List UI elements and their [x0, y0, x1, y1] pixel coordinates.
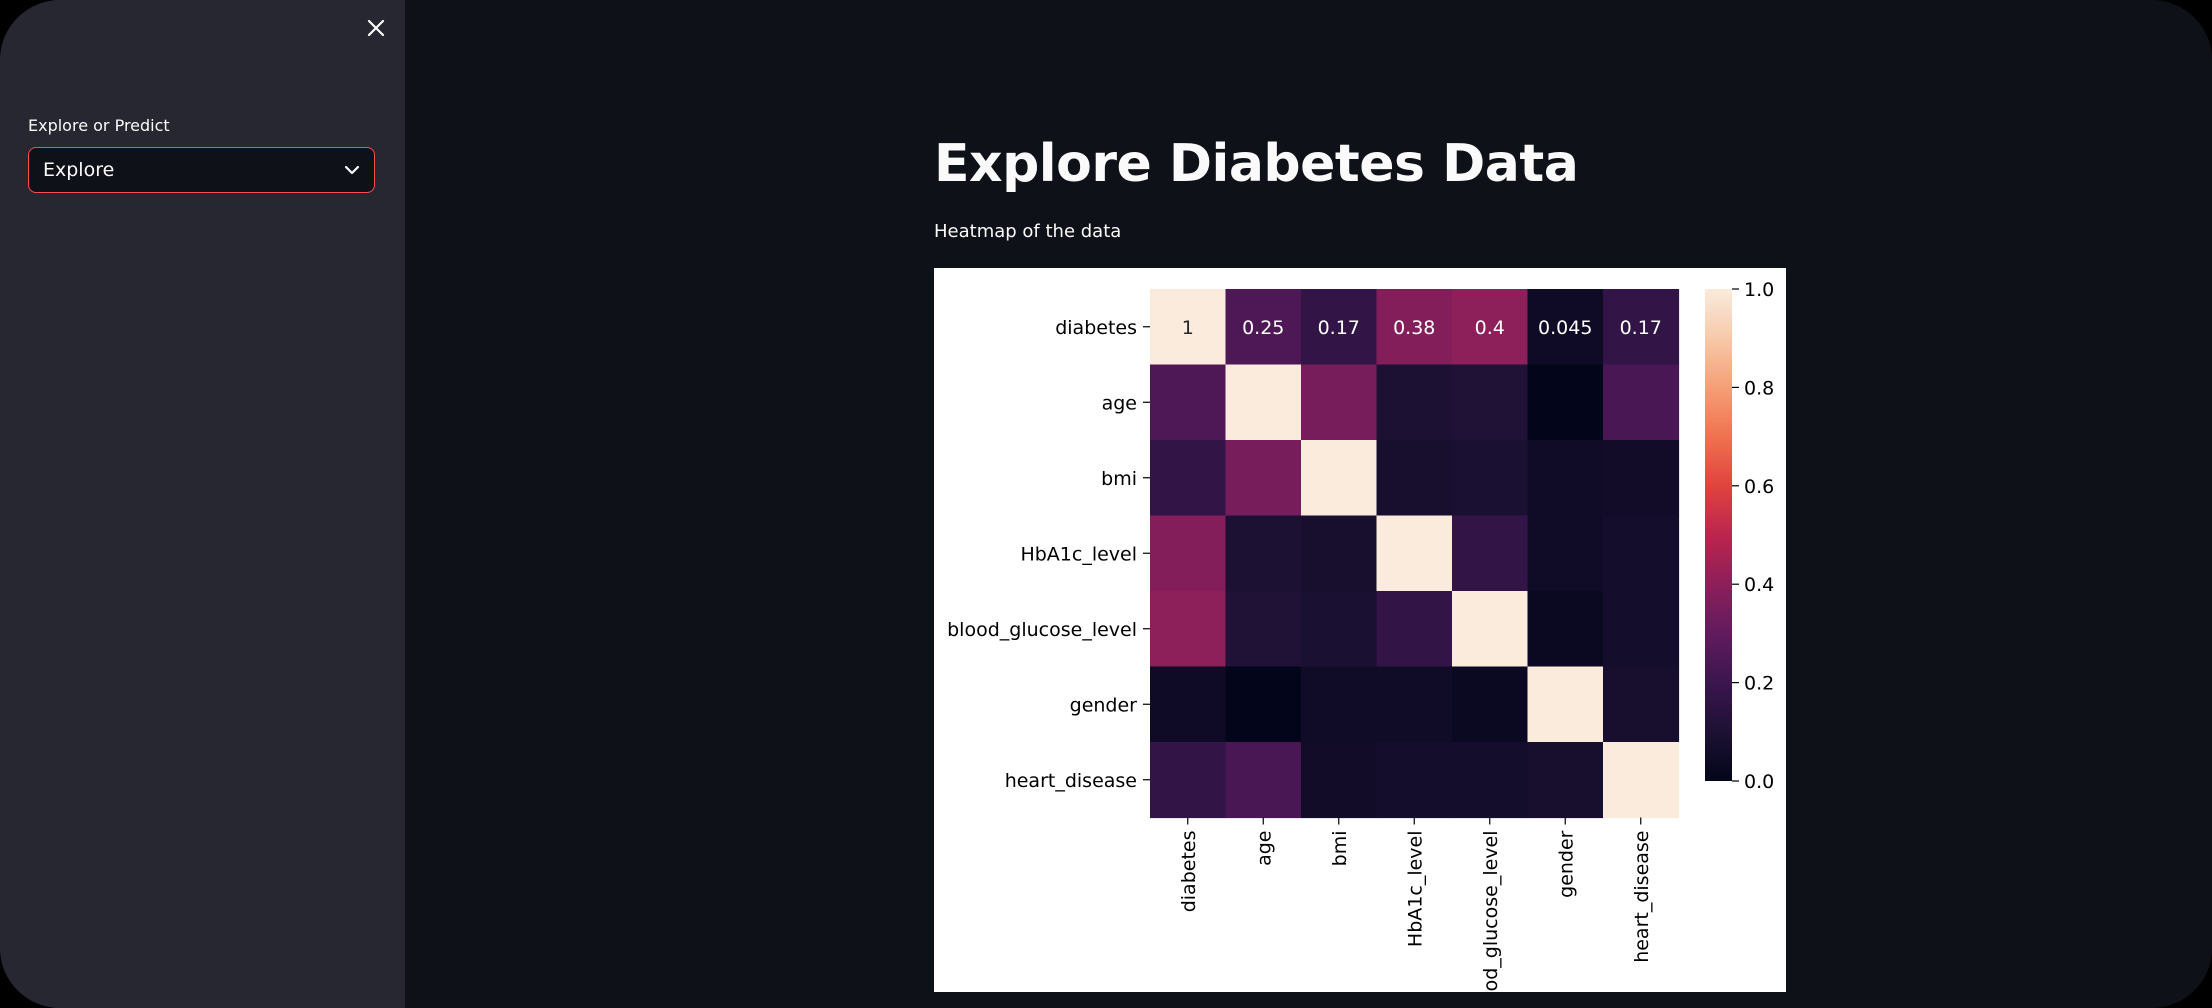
colorbar-tick-label: 0.0: [1744, 771, 1774, 793]
heatmap-cell: [1603, 591, 1680, 668]
chevron-down-icon: [344, 165, 360, 175]
heatmap-cell: [1376, 289, 1453, 366]
heatmap-cell: [1603, 364, 1680, 441]
y-tick-label: diabetes: [1055, 317, 1137, 339]
heatmap-cell: [1603, 666, 1680, 743]
heatmap-cell: [1376, 591, 1453, 668]
heatmap-cell: [1301, 364, 1378, 441]
heatmap-cell: [1225, 515, 1302, 592]
heatmap-cell: [1527, 515, 1604, 592]
heatmap-cell: [1301, 289, 1378, 366]
heatmap-cell: [1150, 666, 1227, 743]
heatmap-cell: [1452, 289, 1529, 366]
select-value: Explore: [43, 159, 115, 181]
cell-annotation: 0.38: [1393, 317, 1435, 339]
heatmap-cell: [1527, 440, 1604, 517]
heatmap-cell: [1527, 364, 1604, 441]
main-content: Explore Diabetes Data Heatmap of the dat…: [405, 0, 2212, 1008]
heatmap-cell: [1225, 440, 1302, 517]
heatmap-cell: [1225, 742, 1302, 819]
colorbar: [1705, 289, 1732, 781]
heatmap-chart: 1 0.25 0.17 0.38 0.4 0.045 0.17 diabetes age bmi H…: [947, 279, 1774, 993]
heatmap-cell: [1603, 515, 1680, 592]
explore-predict-select[interactable]: Explore: [28, 147, 375, 193]
x-tick-label: HbA1c_level: [1404, 831, 1426, 948]
heatmap-cell: [1452, 440, 1529, 517]
heatmap-cell: [1527, 591, 1604, 668]
heatmap-cell: [1527, 666, 1604, 743]
heatmap-cell: [1150, 591, 1227, 668]
heatmap-cell: [1452, 742, 1529, 819]
cell-annotation: 0.25: [1242, 317, 1284, 339]
close-icon: [367, 19, 385, 37]
x-tick-label: bmi: [1329, 831, 1351, 867]
heatmap-cell: [1225, 591, 1302, 668]
y-tick-label: age: [1102, 392, 1137, 414]
select-label: Explore or Predict: [28, 116, 170, 135]
heatmap-cell: [1376, 515, 1453, 592]
heatmap-cell: [1301, 591, 1378, 668]
heatmap-cell: [1225, 289, 1302, 366]
colorbar-tick-label: 0.6: [1744, 476, 1774, 498]
heatmap-cell: [1150, 515, 1227, 592]
heatmap-figure: 1 0.25 0.17 0.38 0.4 0.045 0.17 diabetes age bmi H…: [934, 268, 1786, 992]
heatmap-cell: [1452, 666, 1529, 743]
page-subtitle: Heatmap of the data: [934, 221, 1122, 242]
heatmap-cell: [1452, 515, 1529, 592]
heatmap-cell: [1376, 666, 1453, 743]
heatmap-cell: [1150, 364, 1227, 441]
cell-annotation: 0.4: [1475, 317, 1505, 339]
cell-annotation: 1: [1182, 317, 1194, 339]
heatmap-cell: [1376, 440, 1453, 517]
heatmap-cell: [1603, 289, 1680, 366]
x-tick-label: heart_disease: [1631, 831, 1653, 963]
heatmap-cell: [1452, 364, 1529, 441]
heatmap-cell: [1150, 440, 1227, 517]
y-tick-label: gender: [1070, 694, 1138, 716]
colorbar-tick-label: 1.0: [1744, 279, 1774, 301]
cell-annotation: 0.17: [1318, 317, 1360, 339]
cell-annotation: 0.17: [1620, 317, 1662, 339]
heatmap-cell: [1603, 742, 1680, 819]
x-tick-label: blood_glucose_level: [1480, 831, 1502, 993]
heatmap-cell: [1301, 515, 1378, 592]
heatmap-cell: [1301, 666, 1378, 743]
sidebar: Explore or Predict Explore: [0, 0, 405, 1008]
x-tick-label: age: [1253, 831, 1275, 866]
heatmap-cell: [1527, 742, 1604, 819]
heatmap-cell: [1225, 666, 1302, 743]
y-tick-label: heart_disease: [1005, 770, 1137, 792]
y-tick-label: bmi: [1101, 468, 1137, 490]
colorbar-tick-label: 0.2: [1744, 673, 1774, 695]
heatmap-cell: [1603, 440, 1680, 517]
colorbar-tick-label: 0.4: [1744, 574, 1774, 596]
heatmap-cell: [1150, 742, 1227, 819]
x-tick-label: diabetes: [1178, 831, 1200, 913]
heatmap-cell: [1225, 364, 1302, 441]
heatmap-cell: [1150, 289, 1227, 366]
heatmap-cell: [1301, 742, 1378, 819]
close-sidebar-button[interactable]: [360, 12, 392, 44]
x-tick-label: gender: [1555, 830, 1577, 898]
y-tick-label: blood_glucose_level: [947, 619, 1137, 641]
heatmap-cell: [1376, 364, 1453, 441]
page-title: Explore Diabetes Data: [934, 134, 1579, 194]
heatmap-cell: [1452, 591, 1529, 668]
heatmap-cell: [1527, 289, 1604, 366]
heatmap-cell: [1301, 440, 1378, 517]
y-tick-label: HbA1c_level: [1020, 543, 1137, 565]
cell-annotation: 0.045: [1538, 317, 1592, 339]
colorbar-tick-label: 0.8: [1744, 377, 1774, 399]
heatmap-cell: [1376, 742, 1453, 819]
